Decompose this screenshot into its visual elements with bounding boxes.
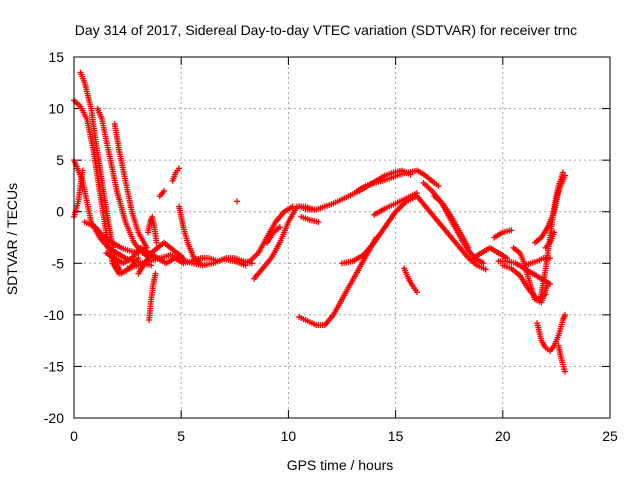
- series-trace-40: [555, 342, 568, 375]
- chart-title: Day 314 of 2017, Sidereal Day-to-day VTE…: [75, 22, 577, 38]
- series-trace-31: [469, 244, 511, 262]
- series-trace-19: [263, 224, 283, 246]
- data-points: [71, 69, 568, 375]
- y-tick-label: 5: [56, 152, 64, 168]
- series-trace-39: [534, 311, 568, 354]
- data-point: [161, 188, 168, 195]
- series-trace-12: [144, 213, 160, 246]
- series-trace-25: [371, 190, 421, 218]
- data-point: [315, 219, 322, 226]
- series-trace-27: [414, 193, 489, 273]
- series-trace-30: [431, 179, 442, 189]
- y-tick-label: -10: [44, 307, 64, 323]
- x-tick-label: 25: [602, 428, 618, 444]
- series-trace-22: [296, 234, 380, 329]
- data-point: [276, 224, 283, 231]
- data-point: [435, 182, 442, 189]
- data-point: [551, 229, 558, 236]
- x-tick-label: 10: [281, 428, 297, 444]
- x-axis-label: GPS time / hours: [287, 457, 394, 473]
- data-point: [480, 260, 487, 267]
- x-tick-label: 0: [70, 428, 78, 444]
- data-point: [153, 239, 160, 246]
- x-tick-label: 15: [388, 428, 404, 444]
- series-trace-26: [401, 265, 421, 296]
- y-axis-ticks: -20 -15 -10 -5 0 5 10 15: [44, 49, 610, 426]
- y-tick-label: -5: [52, 255, 65, 271]
- data-point: [465, 244, 472, 251]
- series-trace-41: [553, 172, 568, 200]
- y-tick-label: 15: [48, 49, 64, 65]
- series-trace-21: [298, 213, 322, 226]
- series-trace-29: [431, 193, 472, 251]
- series-trace-24: [354, 167, 438, 195]
- data-point: [176, 165, 183, 172]
- data-point: [561, 311, 568, 318]
- data-point: [79, 167, 86, 174]
- series-trace-23: [339, 193, 421, 267]
- data-point: [561, 172, 568, 179]
- series-trace-15: [176, 203, 204, 267]
- x-tick-label: 20: [495, 428, 511, 444]
- y-tick-label: -15: [44, 358, 64, 374]
- data-point: [559, 169, 566, 176]
- y-axis-label: SDTVAR / TECUs: [4, 183, 20, 295]
- plot-frame: [73, 56, 611, 419]
- x-tick-label: 5: [177, 428, 185, 444]
- y-tick-label: -20: [44, 410, 64, 426]
- grid: [74, 57, 610, 418]
- data-point: [180, 255, 187, 262]
- data-point: [197, 260, 204, 267]
- data-point: [152, 270, 159, 277]
- data-point: [414, 289, 421, 296]
- series-trace-4: [111, 121, 150, 251]
- series-trace-7: [71, 167, 86, 220]
- series-trace-32: [491, 227, 515, 241]
- series-trace-16: [233, 198, 240, 205]
- y-tick-label: 10: [48, 101, 64, 117]
- series-trace-13: [156, 188, 168, 200]
- y-tick-label: 0: [56, 204, 64, 220]
- series-trace-14: [169, 165, 183, 184]
- data-point: [508, 227, 515, 234]
- series-trace-3: [94, 105, 155, 262]
- data-point: [482, 266, 489, 273]
- series-trace-17: [238, 203, 296, 267]
- series-trace-10: [135, 239, 187, 277]
- series-trace-11: [146, 270, 159, 324]
- data-point: [561, 368, 568, 375]
- data-point: [233, 198, 240, 205]
- series-trace-42: [542, 229, 558, 251]
